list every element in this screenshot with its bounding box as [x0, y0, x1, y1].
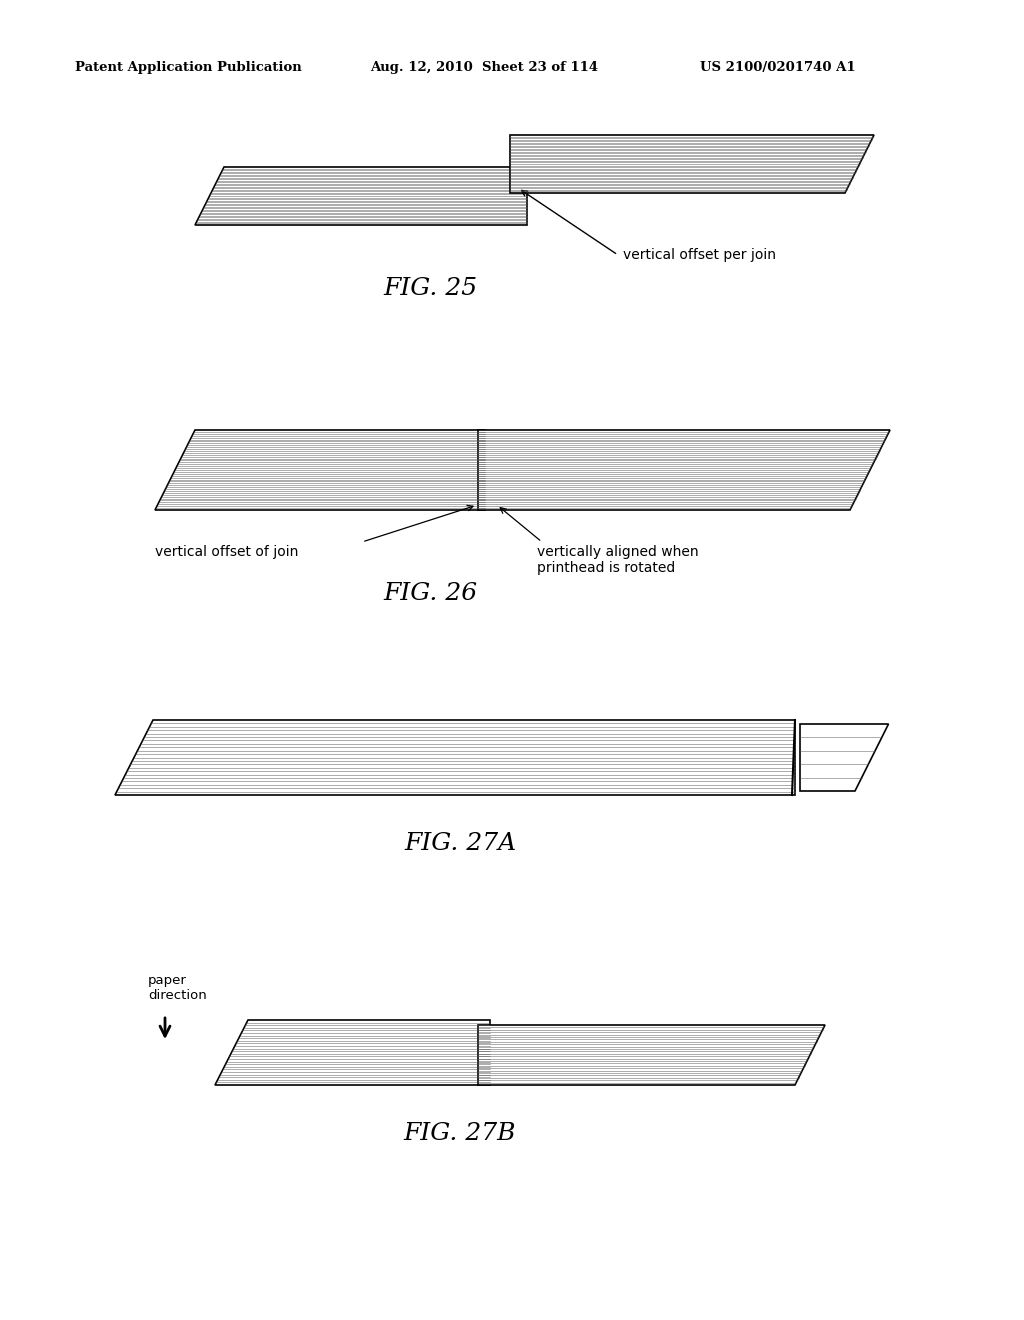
Text: FIG. 27A: FIG. 27A — [403, 832, 516, 855]
Text: vertical offset of join: vertical offset of join — [155, 545, 298, 558]
Text: US 2100/0201740 A1: US 2100/0201740 A1 — [700, 62, 856, 74]
Polygon shape — [195, 168, 527, 224]
Text: FIG. 27B: FIG. 27B — [403, 1122, 516, 1144]
Polygon shape — [215, 1020, 490, 1085]
Polygon shape — [800, 723, 889, 791]
Text: FIG. 26: FIG. 26 — [383, 582, 477, 605]
Text: Patent Application Publication: Patent Application Publication — [75, 62, 302, 74]
Text: Aug. 12, 2010  Sheet 23 of 114: Aug. 12, 2010 Sheet 23 of 114 — [370, 62, 598, 74]
Polygon shape — [155, 430, 485, 510]
Text: vertically aligned when
printhead is rotated: vertically aligned when printhead is rot… — [537, 545, 698, 576]
Text: vertical offset per join: vertical offset per join — [623, 248, 776, 261]
Polygon shape — [478, 430, 890, 510]
Polygon shape — [115, 719, 795, 795]
Polygon shape — [478, 1026, 825, 1085]
Polygon shape — [510, 135, 874, 193]
Text: FIG. 25: FIG. 25 — [383, 277, 477, 300]
Text: paper
direction: paper direction — [148, 974, 207, 1002]
